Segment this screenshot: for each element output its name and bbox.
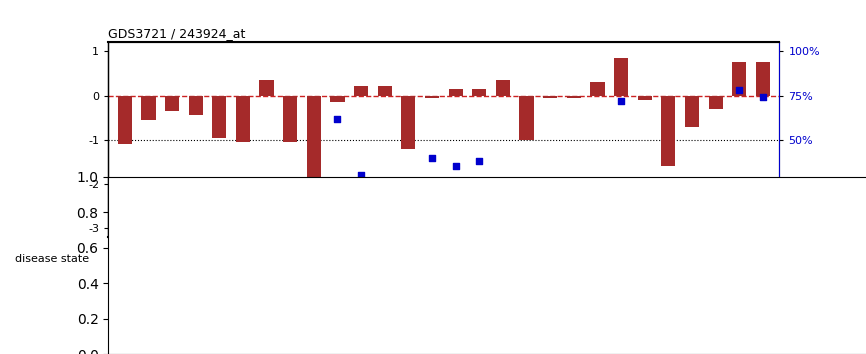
Point: [543, 194, 557, 199]
Point: [685, 194, 699, 199]
Bar: [142, 284, 152, 296]
Text: pCR: pCR: [205, 252, 233, 265]
Bar: [637, 96, 652, 100]
Bar: [378, 86, 391, 96]
Bar: [141, 96, 156, 120]
Point: [165, 204, 179, 210]
Point: [236, 222, 250, 228]
Bar: [520, 96, 533, 140]
Point: [449, 164, 462, 169]
Bar: [283, 96, 297, 142]
Point: [331, 116, 345, 121]
Bar: [496, 80, 510, 96]
Bar: [326, 237, 775, 280]
Bar: [354, 86, 368, 96]
Text: pPR: pPR: [536, 252, 564, 265]
Bar: [614, 58, 628, 96]
Point: [402, 222, 416, 228]
Bar: [732, 62, 746, 96]
Text: disease state: disease state: [16, 254, 89, 264]
Point: [637, 211, 651, 217]
Bar: [756, 62, 770, 96]
Point: [354, 172, 368, 178]
Bar: [212, 96, 226, 138]
Point: [307, 222, 320, 228]
Point: [614, 98, 628, 104]
Bar: [307, 96, 321, 211]
Point: [118, 222, 132, 228]
Bar: [708, 96, 723, 109]
Bar: [118, 96, 132, 144]
Point: [189, 194, 203, 199]
Bar: [425, 96, 439, 98]
Point: [591, 194, 604, 199]
Bar: [142, 301, 152, 313]
Bar: [543, 96, 557, 98]
Point: [378, 215, 391, 221]
Bar: [260, 80, 274, 96]
Point: [662, 211, 675, 217]
Bar: [449, 89, 462, 96]
Point: [141, 211, 155, 217]
Bar: [165, 96, 179, 111]
Point: [472, 158, 486, 164]
Bar: [472, 89, 487, 96]
Bar: [401, 96, 416, 149]
Point: [708, 218, 722, 224]
Point: [212, 194, 226, 199]
Text: percentile rank within the sample: percentile rank within the sample: [158, 302, 346, 313]
Point: [756, 95, 770, 100]
Point: [520, 194, 533, 199]
Bar: [662, 96, 675, 166]
Bar: [331, 96, 345, 102]
Text: GDS3721 / 243924_at: GDS3721 / 243924_at: [108, 27, 246, 40]
Text: transformed count: transformed count: [158, 285, 262, 295]
Bar: [113, 237, 326, 280]
Bar: [236, 96, 250, 142]
Point: [733, 87, 746, 93]
Bar: [685, 96, 699, 127]
Point: [567, 194, 581, 199]
Point: [496, 194, 510, 199]
Bar: [566, 96, 581, 98]
Bar: [189, 96, 203, 115]
Point: [283, 222, 297, 228]
Point: [260, 215, 274, 221]
Point: [425, 155, 439, 160]
Bar: [591, 82, 604, 96]
